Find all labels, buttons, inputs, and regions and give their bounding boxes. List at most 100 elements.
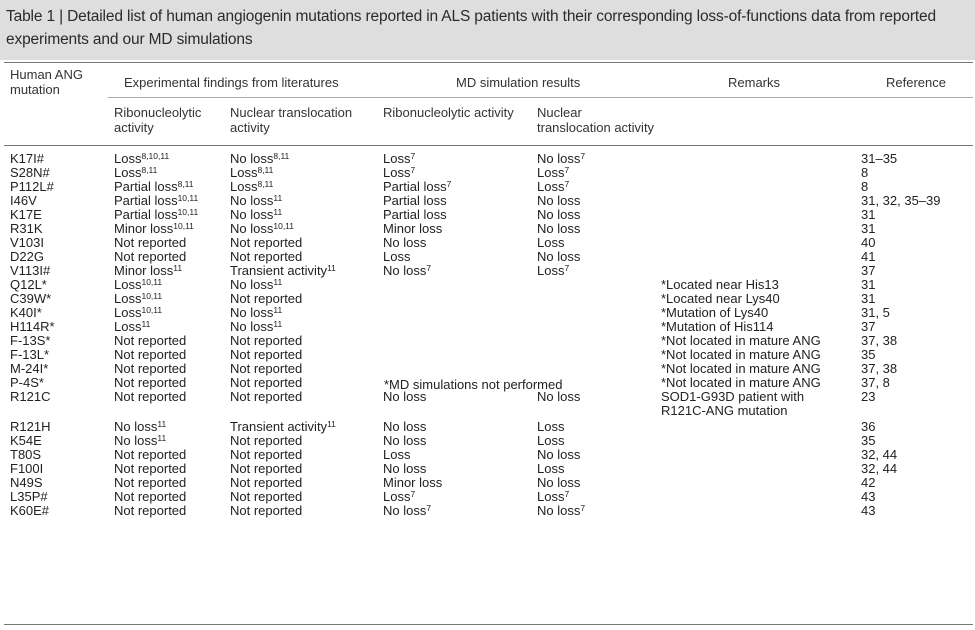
cell-text: Not reported [230,475,303,490]
cell-text: Loss [114,151,142,166]
cell-text: Not reported [230,347,303,362]
cell-mutation: K60E# [10,504,49,518]
header-md-nuc-line1: Nuclear [537,105,582,120]
cell-text: Loss [537,263,565,278]
cell-text: Loss [537,235,565,250]
cell-mutation: K54E [10,434,42,448]
cell-text: 42 [861,475,876,490]
cell-text: Not reported [230,291,303,306]
cell-exp-ribo: Not reported [114,462,186,476]
cell-text: T80S [10,447,42,462]
cell-exp-nuc: Not reported [230,448,302,462]
header-mutation-line1: Human ANG [10,67,83,82]
cell-reference: 37, 38 [861,362,897,376]
cell-text: V113I# [10,263,51,278]
reference-superscript: 11 [141,319,151,329]
cell-exp-nuc: Loss8,11 [230,180,273,194]
cell-reference: 31 [861,292,875,306]
cell-text: Minor loss [383,221,443,236]
cell-text: Not reported [114,333,187,348]
cell-reference: 36 [861,420,875,434]
cell-mutation: F-13S* [10,334,50,348]
cell-text: P112L# [10,179,54,194]
cell-reference: 31, 32, 35–39 [861,194,941,208]
cell-text: K54E [10,433,42,448]
cell-md-ribo: No loss [383,462,426,476]
cell-text: No loss [537,389,581,404]
cell-exp-nuc: Not reported [230,334,302,348]
cell-exp-nuc: Transient activity11 [230,264,336,278]
cell-text: No loss [383,461,427,476]
cell-text: 31–35 [861,151,898,166]
cell-text: No loss [114,419,158,434]
cell-md-nuc: Loss [537,236,564,250]
cell-text: Loss [383,447,411,462]
cell-md-nuc: Loss7 [537,264,569,278]
cell-text: Loss [383,151,411,166]
cell-text: Loss [114,277,142,292]
cell-reference: 40 [861,236,875,250]
cell-text: Not reported [114,461,187,476]
cell-exp-ribo: Loss11 [114,320,150,334]
cell-text: F-13L* [10,347,50,362]
cell-text: Not reported [230,433,303,448]
cell-exp-nuc: No loss10,11 [230,222,294,236]
cell-mutation: K40I* [10,306,42,320]
cell-text: 43 [861,489,876,504]
cell-text-line2: R121C-ANG mutation [661,403,788,418]
cell-remarks: SOD1-G93D patient with R121C-ANG mutation [661,390,804,418]
header-reference: Reference [886,75,946,90]
cell-text: 35 [861,347,876,362]
header-exp-nuc: Nuclear translocation activity [230,105,352,135]
cell-text: Not reported [230,361,303,376]
cell-exp-ribo: Not reported [114,390,186,404]
cell-text: 8 [861,165,869,180]
cell-mutation: H114R* [10,320,55,334]
reference-superscript: 10,11 [177,193,199,203]
cell-reference: 37, 8 [861,376,890,390]
cell-text: 31, 5 [861,305,890,320]
header-experimental: Experimental findings from literatures [124,75,339,90]
cell-exp-nuc: Not reported [230,504,302,518]
reference-superscript: 7 [564,179,570,189]
cell-text: No loss [537,207,581,222]
reference-superscript: 11 [327,419,336,429]
cell-reference: 31, 5 [861,306,890,320]
cell-md-nuc: Loss7 [537,166,569,180]
cell-exp-nuc: No loss11 [230,306,282,320]
cell-mutation: V113I# [10,264,50,278]
cell-mutation: C39W* [10,292,51,306]
header-mutation-line2: mutation [10,82,60,97]
cell-md-ribo: Minor loss [383,222,442,236]
cell-text: Not reported [114,361,187,376]
cell-text: No loss [230,151,274,166]
cell-exp-nuc: No loss11 [230,194,282,208]
cell-md-ribo: No loss7 [383,504,431,518]
cell-md-nuc: Loss7 [537,180,569,194]
cell-text: H114R* [10,319,55,334]
cell-md-nuc: No loss [537,222,580,236]
cell-text: Not reported [230,235,303,250]
cell-text: P-4S* [10,375,44,390]
cell-text: No loss [537,221,581,236]
cell-md-ribo: Loss [383,250,410,264]
cell-text: 31 [861,291,876,306]
cell-text: V103I [10,235,44,250]
cell-text: *Located near Lys40 [661,291,780,306]
cell-reference: 37 [861,264,875,278]
cell-text: Loss [537,165,565,180]
cell-md-ribo: Loss7 [383,490,415,504]
cell-mutation: N49S [10,476,43,490]
cell-text: 43 [861,503,876,518]
cell-md-ribo: No loss [383,434,426,448]
cell-text: R31K [10,221,43,236]
cell-exp-ribo: Not reported [114,250,186,264]
cell-text: No loss [383,503,427,518]
cell-text: No loss [537,151,581,166]
cell-md-ribo: Partial loss [383,208,447,222]
cell-text: Loss [114,319,142,334]
cell-exp-nuc: No loss11 [230,208,282,222]
cell-exp-ribo: Minor loss10,11 [114,222,194,236]
cell-text: Partial loss [383,179,447,194]
cell-text: N49S [10,475,43,490]
